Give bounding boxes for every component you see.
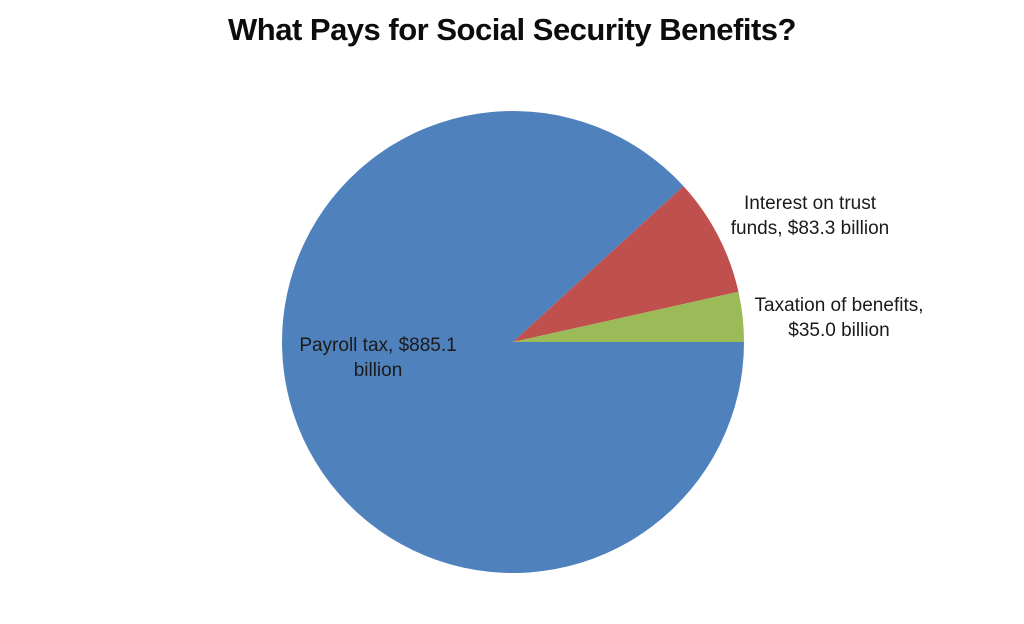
chart-title: What Pays for Social Security Benefits? bbox=[228, 12, 796, 47]
slice-label-interest-on-trust-funds: Interest on trust funds, $83.3 billion bbox=[700, 191, 920, 241]
slice-label-line: Taxation of benefits, bbox=[754, 295, 924, 316]
pie-slice-taxation-of-benefits bbox=[513, 291, 744, 342]
slice-label-line: billion bbox=[353, 360, 403, 381]
pie-slice-interest-on-trust-funds bbox=[513, 186, 739, 342]
pie-slice-payroll-tax bbox=[282, 111, 744, 573]
slice-label-line: $35.0 billion bbox=[788, 320, 890, 341]
pie-chart bbox=[282, 111, 744, 573]
slice-label-line: funds, $83.3 billion bbox=[730, 218, 890, 239]
slice-label-taxation-of-benefits: Taxation of benefits, $35.0 billion bbox=[729, 293, 949, 343]
slice-label-line: Interest on trust bbox=[743, 193, 876, 214]
slice-label-payroll-tax: Payroll tax, $885.1 billion bbox=[278, 333, 478, 383]
slice-label-line: Payroll tax, $885.1 bbox=[299, 335, 457, 356]
